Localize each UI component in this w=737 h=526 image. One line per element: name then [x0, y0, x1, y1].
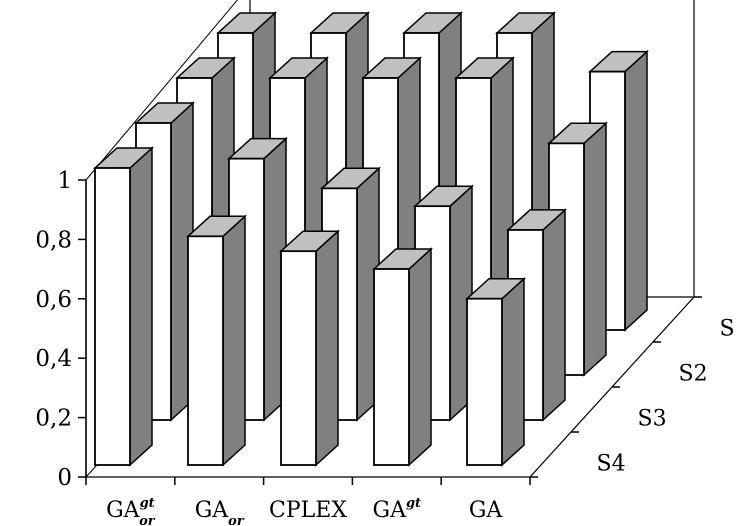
y-tick-label: 0,4 [35, 346, 72, 372]
bar [93, 146, 154, 467]
bar-front [187, 235, 224, 466]
bar-front [94, 167, 131, 466]
chart-bars [93, 11, 649, 467]
bar [186, 214, 247, 467]
bar-side [542, 208, 566, 422]
bar-front [280, 250, 317, 466]
y-tick-label: 1 [57, 168, 72, 194]
x-tick-label: GAor [195, 498, 245, 526]
depth-label: S4 [597, 452, 626, 477]
bar-side [624, 49, 648, 332]
bar-side [583, 121, 607, 377]
x-tick-label: CPLEX [269, 498, 347, 523]
bar-side [222, 214, 246, 467]
bar [465, 277, 526, 467]
bar [588, 49, 649, 332]
wall-edge-left [85, 0, 239, 181]
bar-side [501, 277, 525, 467]
bar [372, 247, 433, 467]
bar-front [466, 297, 503, 466]
y-tick-label: 0,2 [35, 406, 72, 432]
y-tick-label: 0,8 [35, 227, 72, 253]
bar-side [129, 146, 153, 467]
y-tick-label: 0 [57, 465, 72, 491]
x-tick-label: GA [469, 498, 504, 523]
bar-front [373, 268, 410, 466]
depth-label: S3 [638, 407, 667, 432]
bar-side [408, 247, 432, 467]
bar [279, 229, 340, 467]
chart-labels: 0 0,2 0,4 0,6 0,8 1 GAgt or GAor CPLEX GAgt GA S4 S3 S… [35, 168, 737, 526]
x-tick-label: GAgt [373, 496, 422, 523]
depth-label: S2 [679, 362, 708, 387]
bar-side [315, 229, 339, 467]
depth-label: S1 [720, 317, 737, 342]
x-tick-label: GAgt or [106, 496, 156, 526]
y-tick-label: 0,6 [35, 287, 72, 313]
